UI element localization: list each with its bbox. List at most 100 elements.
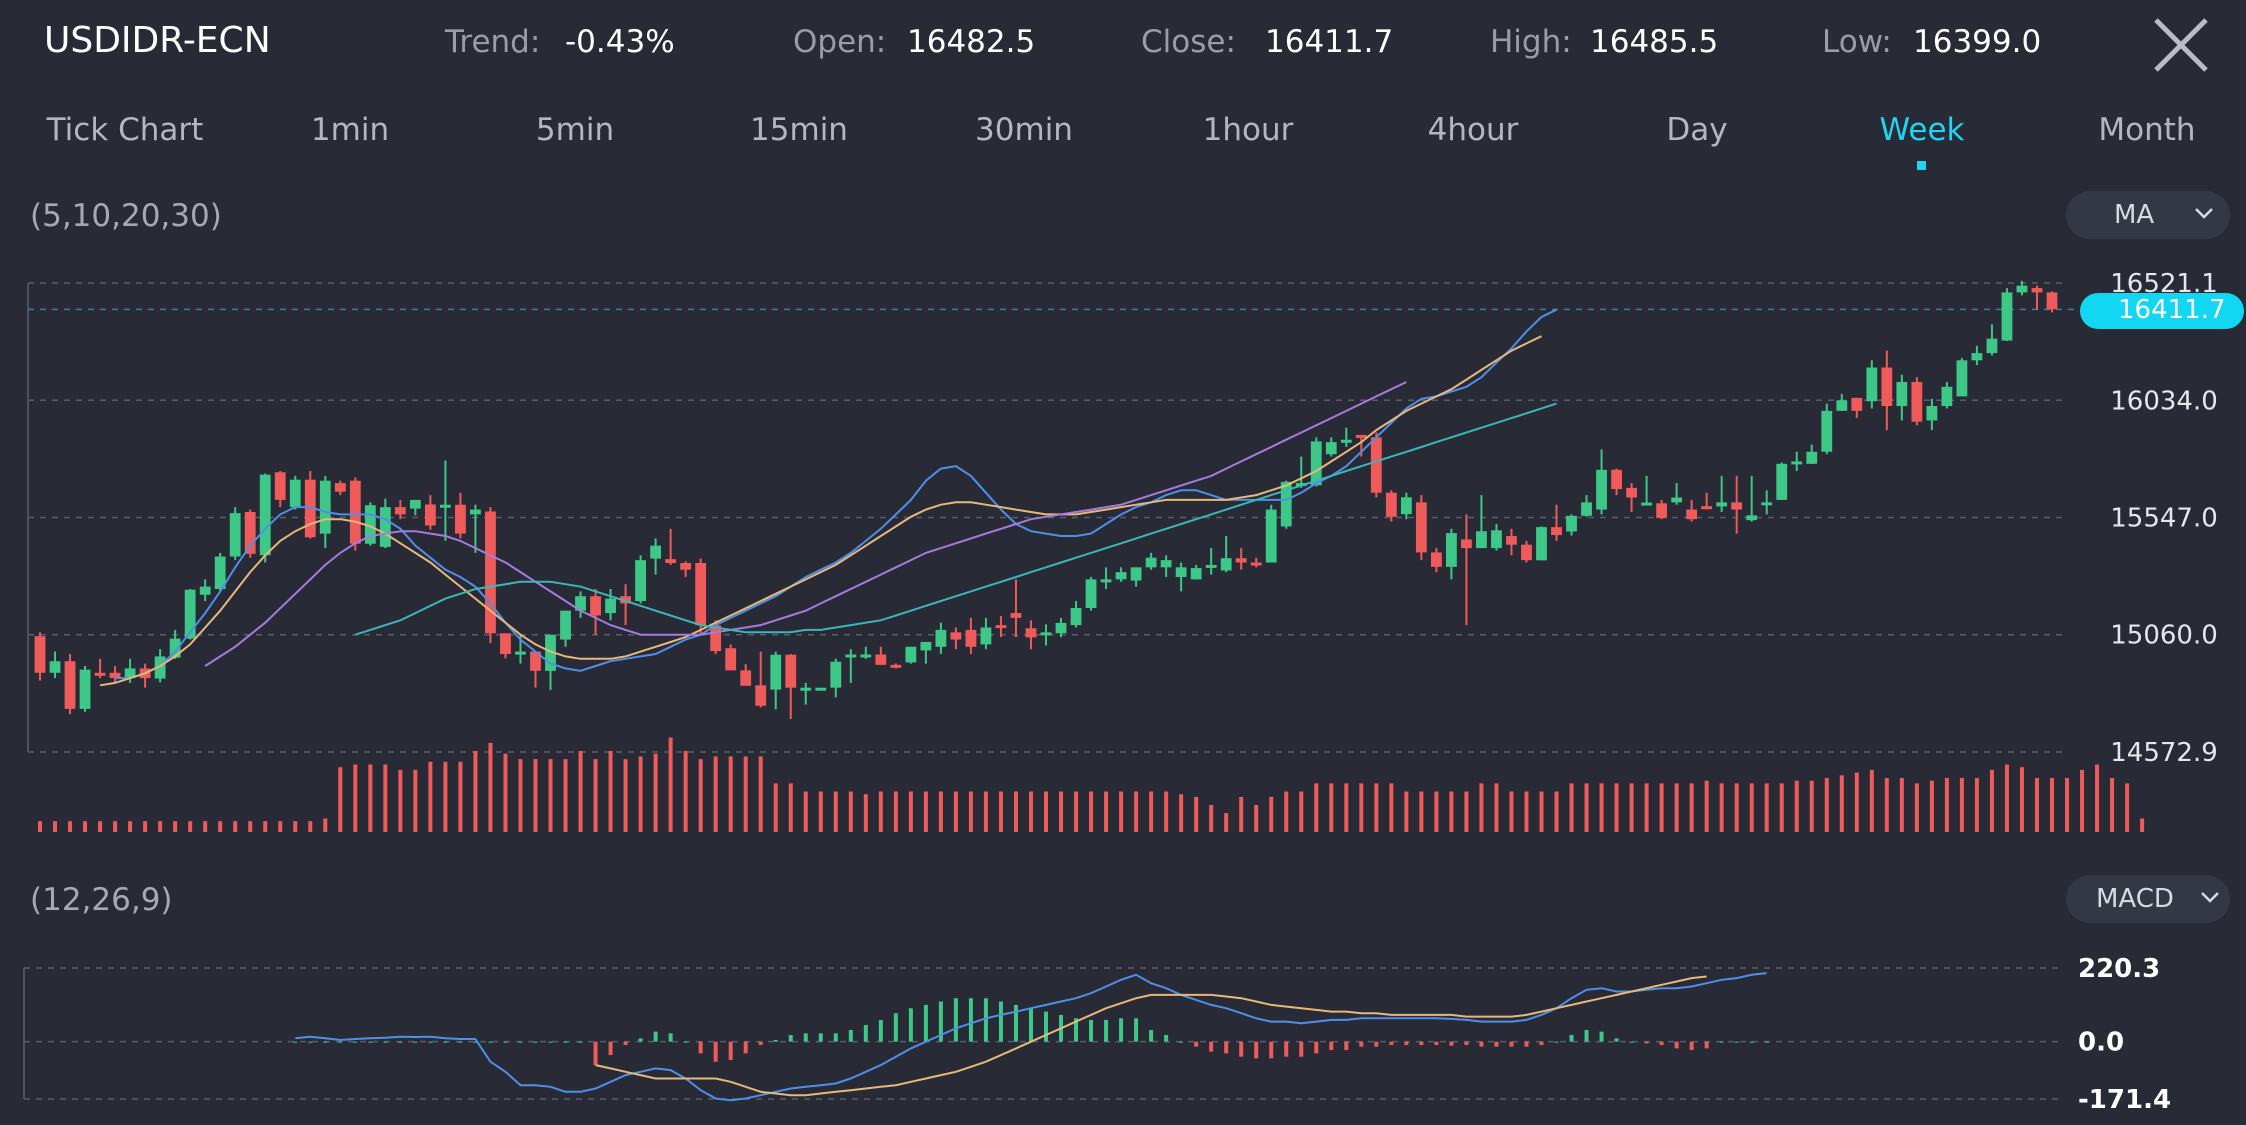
tab-5min[interactable]: 5min (535, 112, 615, 148)
candle-up (470, 509, 481, 515)
volume-bar (2004, 764, 2009, 832)
candle-down (1430, 552, 1442, 567)
candle-down (1370, 437, 1382, 493)
tab-30min[interactable]: 30min (975, 112, 1073, 148)
macd-histogram-bar (1359, 1041, 1364, 1047)
volume-bar (653, 753, 658, 832)
candle-up (545, 634, 556, 671)
candle-down (424, 504, 436, 526)
candle-up (605, 598, 616, 614)
tab-week[interactable]: Week (1879, 112, 1965, 148)
tab-month[interactable]: Month (2098, 112, 2196, 148)
volume-bar (1149, 791, 1154, 832)
candle-down (890, 664, 902, 668)
candle-down (2046, 292, 2058, 310)
volume-bar (68, 821, 73, 832)
low-value: 16399.0 (1913, 24, 2042, 60)
macd-histogram-bar (1269, 1041, 1274, 1059)
macd-histogram-bar (458, 1041, 463, 1043)
candle-down (710, 625, 722, 652)
macd-params: (12,26,9) (30, 882, 173, 918)
volume-bar (113, 821, 118, 832)
close-button[interactable] (2148, 12, 2214, 78)
macd-histogram-bar (473, 1041, 478, 1043)
open-value: 16482.5 (907, 24, 1036, 60)
volume-bar (38, 821, 42, 832)
macd-histogram-bar (653, 1031, 658, 1042)
volume-bar (803, 791, 808, 832)
candle-down (244, 511, 256, 554)
macd-histogram-bar (1404, 1041, 1409, 1046)
macd-histogram-bar (1599, 1031, 1604, 1042)
tab-4hour[interactable]: 4hour (1427, 112, 1519, 148)
macd-histogram-bar (368, 1041, 373, 1043)
macd-histogram-bar (1284, 1041, 1289, 1057)
candle-down (1415, 502, 1427, 553)
candle-up (1866, 367, 1878, 402)
tab-day[interactable]: Day (1666, 112, 1728, 148)
candle-up (184, 589, 196, 639)
volume-bar (2019, 767, 2024, 832)
current-price-value: 16411.7 (2118, 295, 2226, 325)
candle-down (530, 651, 541, 671)
macd-histogram-bar (503, 1041, 508, 1043)
macd-indicator-select[interactable]: MACD (2066, 875, 2230, 923)
candle-up (214, 556, 226, 589)
volume-bar (548, 759, 553, 832)
macd-histogram-bar (968, 998, 973, 1042)
macd-histogram-bar (1013, 1004, 1018, 1042)
candle-down (109, 672, 121, 679)
volume-bar (53, 821, 58, 832)
candle-up (1085, 579, 1097, 609)
volume-bar (1479, 783, 1484, 832)
candle-up (1836, 400, 1848, 411)
candle-up (560, 610, 571, 640)
volume-bar (1269, 796, 1274, 832)
macd-histogram-bar (1719, 1041, 1724, 1043)
volume-bar (488, 742, 493, 832)
volume-bar (1749, 783, 1754, 832)
volume-bar (1674, 783, 1679, 832)
volume-bar (263, 821, 268, 832)
candle-up (830, 661, 842, 688)
candle-up (1476, 531, 1487, 549)
volume-bar (773, 783, 778, 832)
volume-bar (1614, 783, 1619, 832)
candle-down (455, 504, 466, 534)
volume-bar (1869, 769, 1874, 832)
macd-histogram-bar (773, 1040, 778, 1042)
candle-up (1761, 502, 1773, 506)
tab-1min[interactable]: 1min (310, 112, 390, 148)
candle-down (1731, 502, 1743, 510)
candle-up (1160, 560, 1172, 568)
tab-tick-chart[interactable]: Tick Chart (46, 112, 204, 148)
macd-histogram-bar (1104, 1019, 1109, 1042)
volume-bar (353, 764, 358, 832)
volume-bar (1764, 783, 1769, 832)
current-price-tag: 16411.7 (2080, 293, 2244, 329)
candle-down (1701, 506, 1713, 510)
volume-bar (248, 821, 253, 832)
candle-up (1145, 557, 1157, 568)
volume-bar (2050, 778, 2054, 832)
candle-up (289, 479, 301, 508)
macd-histogram-bar (293, 1041, 298, 1043)
candle-up (2016, 285, 2028, 293)
macd-histogram-bar (818, 1033, 823, 1042)
candle-up (319, 480, 331, 534)
volume-bar (218, 821, 223, 832)
volume-bar (308, 821, 313, 832)
volume-bar (863, 794, 868, 832)
candle-down (1851, 397, 1863, 411)
macd-histogram-bar (1044, 1011, 1048, 1042)
candle-up (575, 596, 586, 611)
volume-bar (203, 821, 208, 832)
candle-down (755, 685, 767, 706)
tab-15min[interactable]: 15min (750, 112, 848, 148)
tab-1hour[interactable]: 1hour (1202, 112, 1294, 148)
ma-indicator-select[interactable]: MA (2066, 191, 2230, 239)
macd-histogram-bar (1028, 1008, 1033, 1042)
macd-histogram-bar (1299, 1041, 1304, 1057)
volume-bar (1013, 791, 1018, 832)
